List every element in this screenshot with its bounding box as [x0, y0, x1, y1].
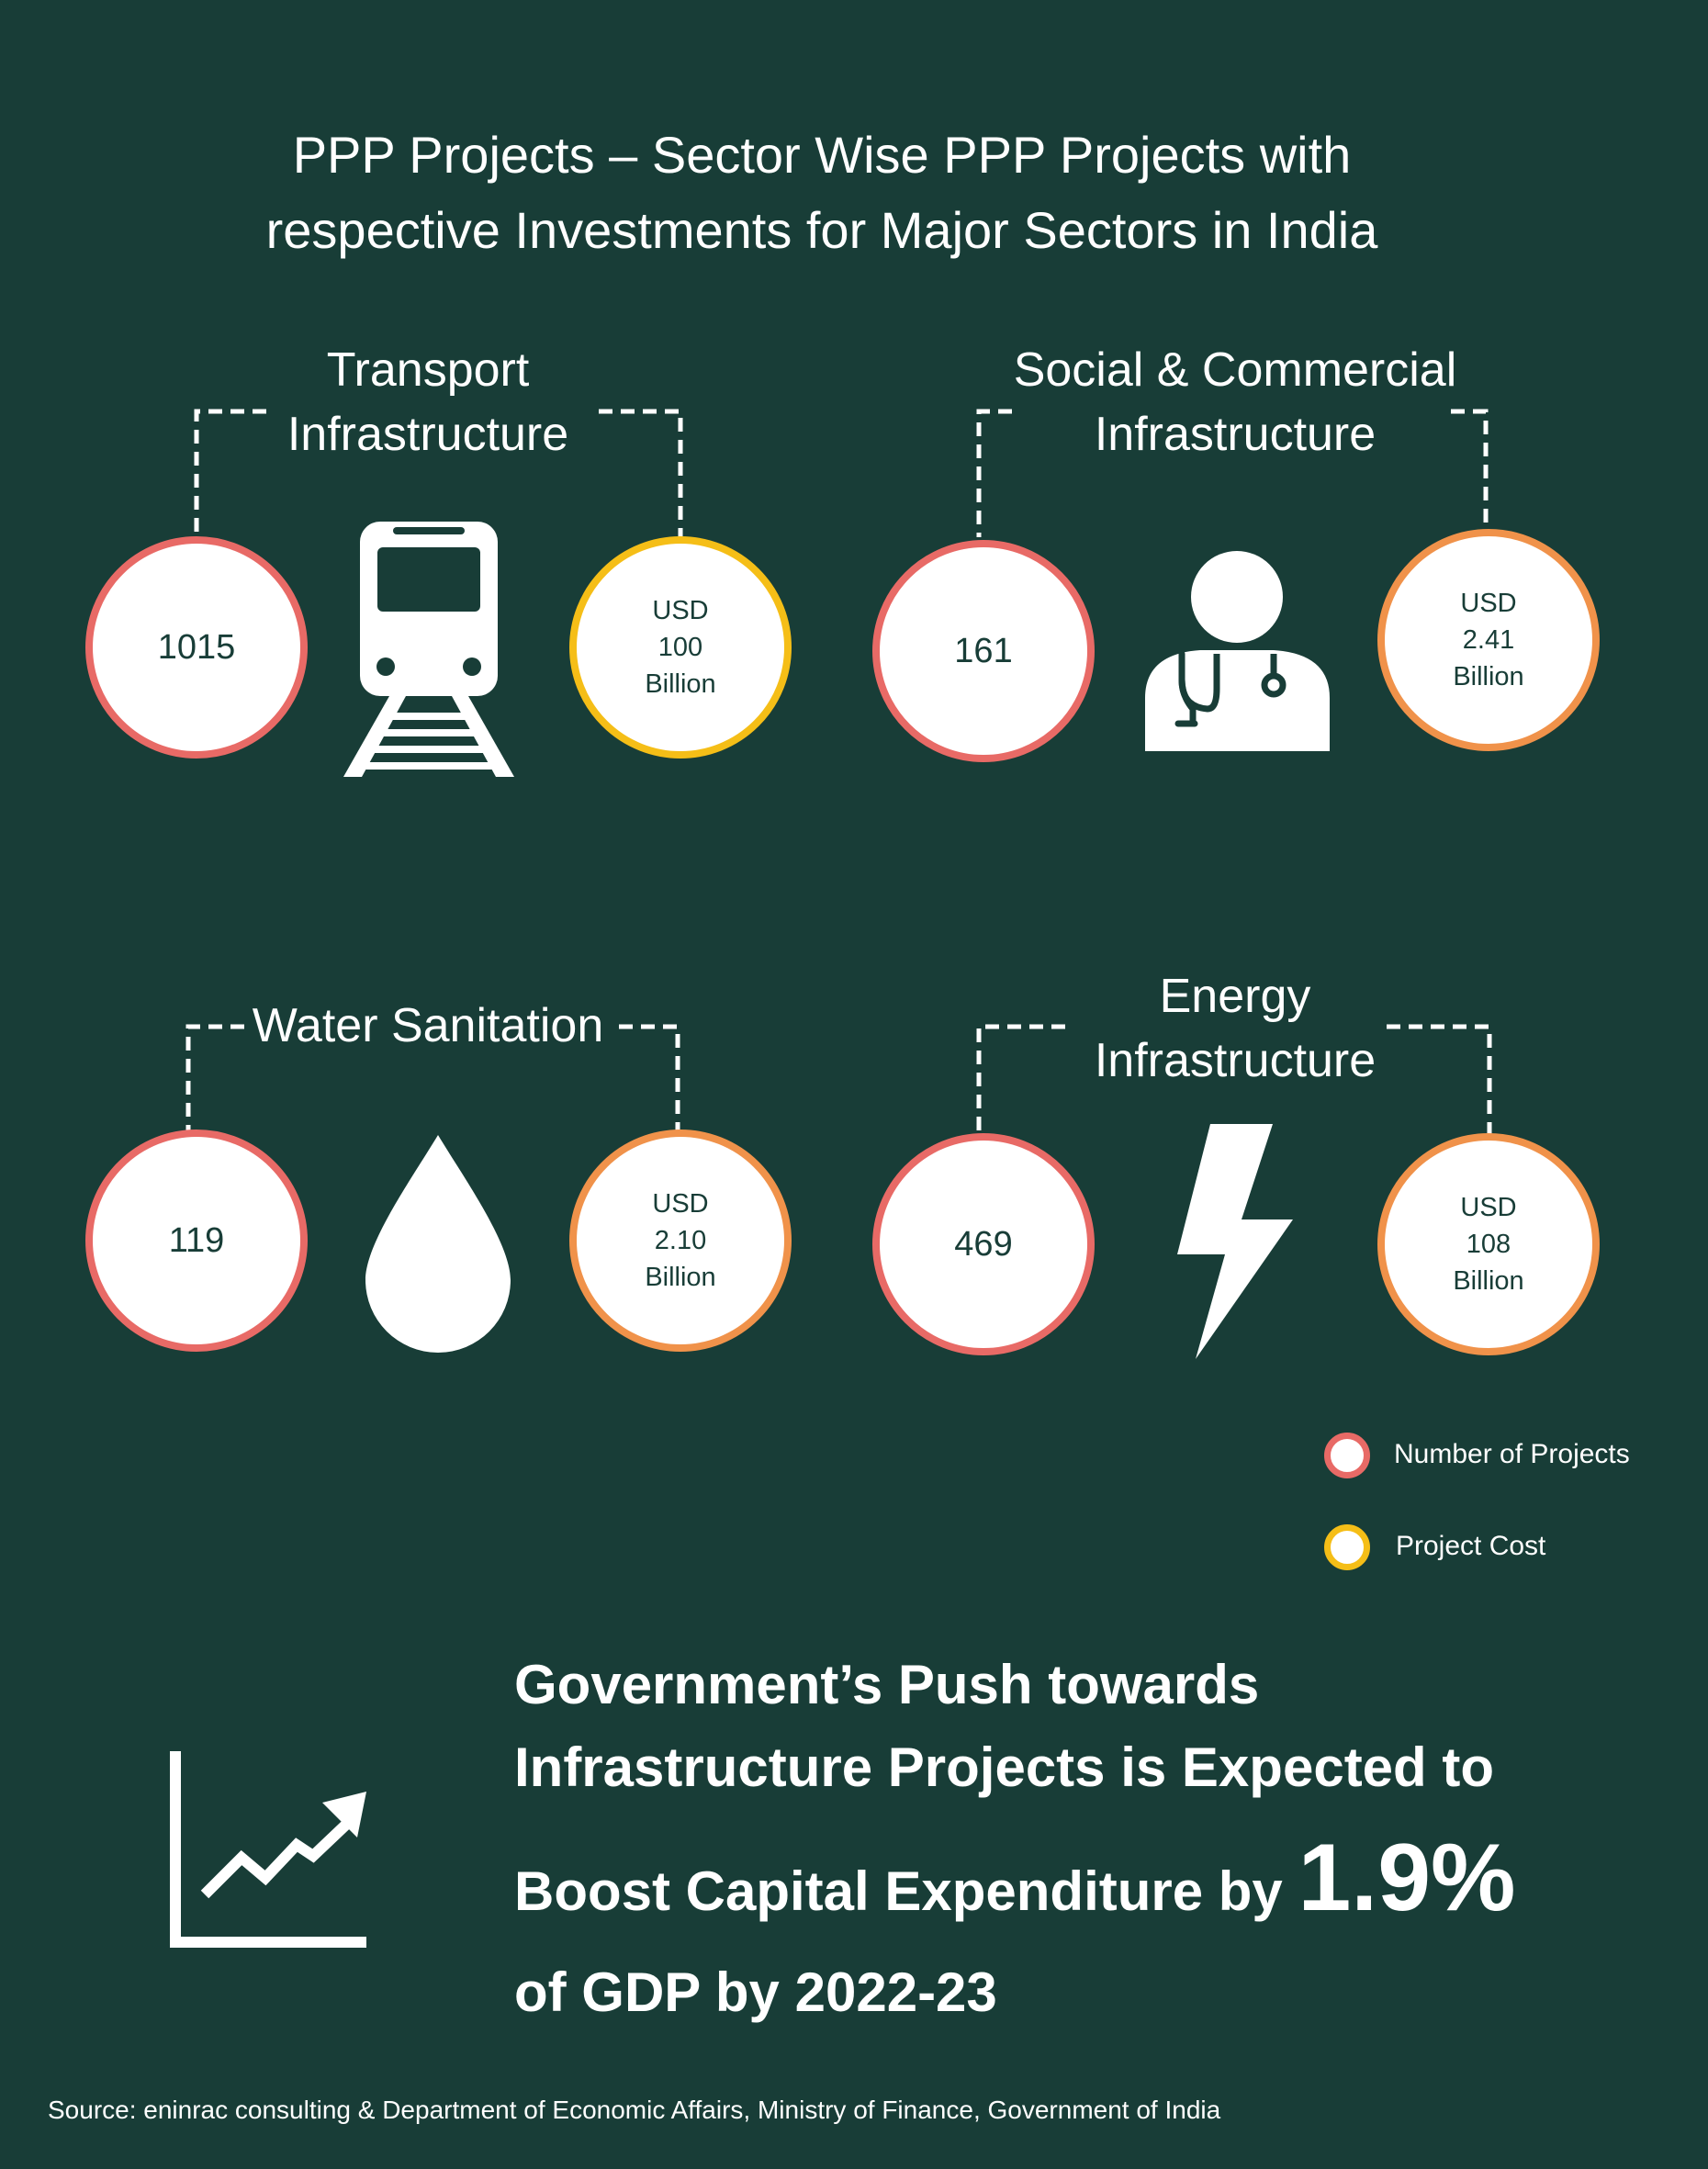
legend-projects-swatch — [1324, 1433, 1370, 1478]
headline-line-3: Boost Capital Expenditure by 1.9% — [514, 1825, 1516, 1931]
headline-highlight: 1.9% — [1298, 1825, 1516, 1931]
headline-line-4: of GDP by 2022-23 — [514, 1961, 997, 2023]
transport-right-connector — [599, 409, 683, 537]
water-projects-circle: 119 — [85, 1129, 308, 1352]
legend-projects-label: Number of Projects — [1394, 1439, 1630, 1469]
growth-chart-icon — [170, 1749, 372, 1956]
doctor-icon — [1143, 551, 1332, 756]
headline-line-2: Infrastructure Projects is Expected to — [514, 1736, 1494, 1798]
transport-left-connector — [194, 409, 266, 537]
social-left-connector — [976, 409, 1012, 537]
headline: Government’s Push towards Infrastructure… — [514, 1644, 1690, 2039]
energy-right-connector — [1387, 1024, 1492, 1134]
energy-cost-circle: USD 108 Billion — [1377, 1133, 1600, 1355]
energy-projects-circle: 469 — [872, 1133, 1095, 1355]
social-right-connector — [1451, 409, 1489, 528]
lightning-icon — [1177, 1124, 1295, 1364]
energy-label: Energy Infrastructure — [1094, 970, 1377, 1087]
title-line-2: respective Investments for Major Sectors… — [265, 201, 1378, 259]
page-title: PPP Projects – Sector Wise PPP Projects … — [0, 118, 1644, 268]
water-left-connector — [185, 1024, 244, 1131]
energy-projects-value: 469 — [954, 1224, 1013, 1264]
legend-cost-label: Project Cost — [1396, 1531, 1546, 1561]
social-projects-circle: 161 — [872, 540, 1095, 762]
headline-line-1: Government’s Push towards — [514, 1654, 1260, 1715]
energy-left-connector — [976, 1024, 1065, 1134]
water-sanitation-label: Water Sanitation — [252, 999, 604, 1052]
social-commercial-label: Social & Commercial Infrastructure — [1013, 343, 1457, 461]
water-projects-value: 119 — [168, 1220, 225, 1260]
social-projects-value: 161 — [954, 631, 1013, 670]
social-cost-circle: USD 2.41 Billion — [1377, 529, 1600, 751]
transport-cost-circle: USD 100 Billion — [569, 536, 792, 759]
water-drop-icon — [364, 1133, 512, 1358]
water-right-connector — [619, 1024, 680, 1131]
transport-projects-value: 1015 — [157, 627, 236, 667]
source-note: Source: eninrac consulting & Department … — [48, 2096, 1221, 2124]
water-cost-circle: USD 2.10 Billion — [569, 1129, 792, 1352]
transport-projects-circle: 1015 — [85, 536, 308, 759]
title-line-1: PPP Projects – Sector Wise PPP Projects … — [292, 126, 1352, 184]
train-icon — [342, 520, 516, 783]
transport-label: Transport Infrastructure — [287, 343, 569, 461]
legend-cost-swatch — [1324, 1524, 1370, 1570]
